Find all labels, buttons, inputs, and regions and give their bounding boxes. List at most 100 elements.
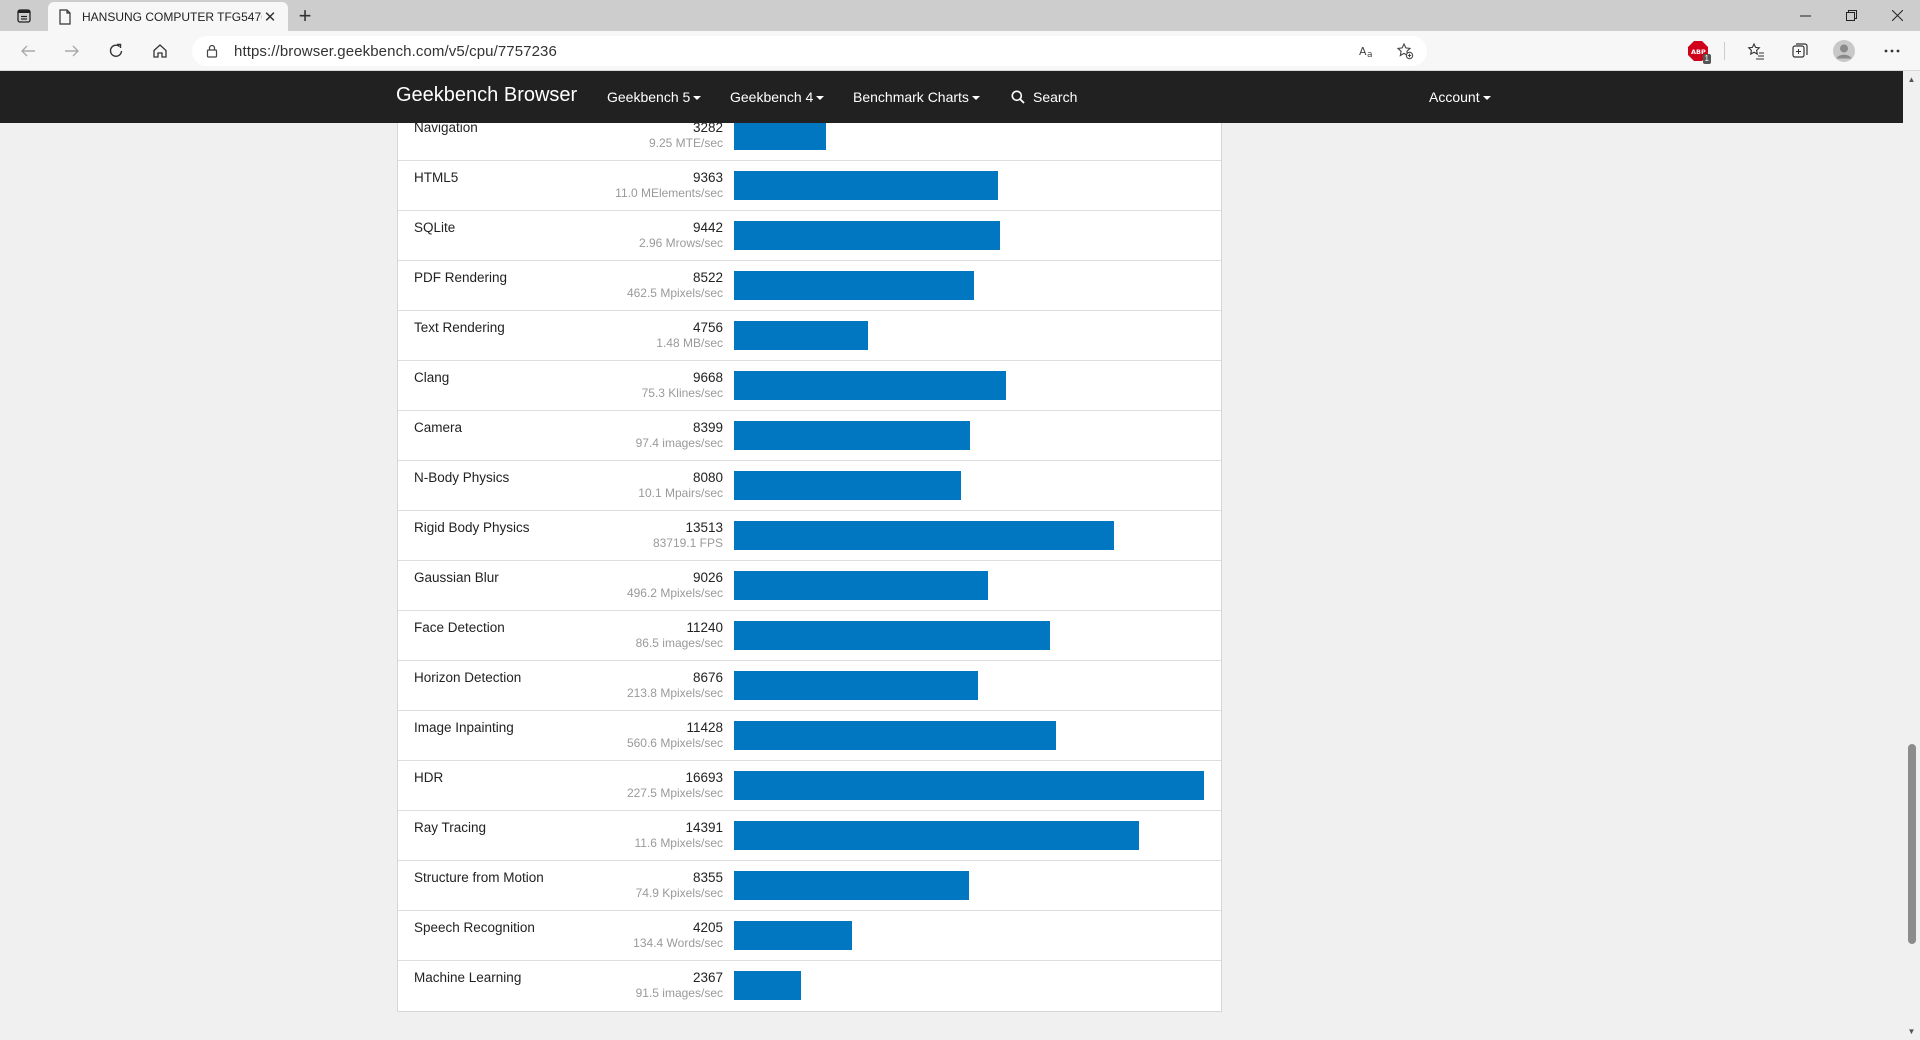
benchmark-rate: 2.96 Mrows/sec xyxy=(638,236,723,250)
benchmark-rate: 11.0 MElements/sec xyxy=(615,186,723,200)
svg-text:a: a xyxy=(1367,50,1373,59)
benchmark-name: Horizon Detection xyxy=(414,670,522,685)
nav-account[interactable]: Account xyxy=(1429,89,1491,105)
table-row: Machine Learning 2367 91.5 images/sec xyxy=(398,961,1221,1011)
nav-label: Account xyxy=(1429,89,1480,105)
adblock-icon[interactable]: ABP 1 xyxy=(1684,37,1712,65)
score-bar xyxy=(734,171,998,200)
collections-icon[interactable] xyxy=(1786,37,1814,65)
benchmark-score: 2367 xyxy=(692,970,723,985)
nav-search[interactable]: Search xyxy=(1011,89,1077,105)
more-icon[interactable] xyxy=(1878,37,1906,65)
profile-avatar[interactable] xyxy=(1830,37,1858,65)
benchmark-score: 8676 xyxy=(692,670,723,685)
home-icon[interactable] xyxy=(146,37,174,65)
favorites-icon[interactable] xyxy=(1742,37,1770,65)
score-bar xyxy=(734,921,852,950)
search-icon xyxy=(1011,90,1025,104)
minimize-icon[interactable] xyxy=(1782,0,1828,31)
benchmark-name: Rigid Body Physics xyxy=(414,520,530,535)
nav-geekbench-4[interactable]: Geekbench 4 xyxy=(730,89,825,105)
browser-tab[interactable]: HANSUNG COMPUTER TFG5476 ✕ xyxy=(48,2,288,31)
benchmark-score: 14391 xyxy=(685,820,723,835)
score-bar xyxy=(734,971,801,1000)
benchmark-name: Text Rendering xyxy=(414,320,505,335)
benchmark-score: 11240 xyxy=(686,620,723,635)
score-bar xyxy=(734,321,868,350)
refresh-icon[interactable] xyxy=(102,37,130,65)
svg-text:A: A xyxy=(1359,45,1367,58)
forward-icon[interactable] xyxy=(58,37,86,65)
svg-text:ABP: ABP xyxy=(1691,48,1706,56)
table-row: SQLite 9442 2.96 Mrows/sec xyxy=(398,211,1221,261)
benchmark-score: 4205 xyxy=(692,920,723,935)
new-tab-icon[interactable]: + xyxy=(298,3,312,28)
table-row: Camera 8399 97.4 images/sec xyxy=(398,411,1221,461)
close-window-icon[interactable] xyxy=(1874,0,1920,31)
benchmark-name: PDF Rendering xyxy=(414,270,508,285)
benchmark-score: 9668 xyxy=(692,370,723,385)
tab-title: HANSUNG COMPUTER TFG5476 xyxy=(82,9,262,24)
benchmark-rate: 10.1 Mpairs/sec xyxy=(638,486,723,500)
table-row: Speech Recognition 4205 134.4 Words/sec xyxy=(398,911,1221,961)
scroll-up-icon[interactable]: ▲ xyxy=(1907,75,1916,84)
site-navbar: Geekbench Browser Geekbench 5 Geekbench … xyxy=(0,71,1903,123)
scroll-down-icon[interactable]: ▼ xyxy=(1907,1027,1916,1036)
table-row: Rigid Body Physics 13513 83719.1 FPS xyxy=(398,511,1221,561)
tab-actions-icon[interactable] xyxy=(12,6,36,26)
score-bar xyxy=(734,471,961,500)
benchmark-score: 3282 xyxy=(692,120,723,135)
lock-icon[interactable] xyxy=(204,43,220,59)
table-row: Image Inpainting 11428 560.6 Mpixels/sec xyxy=(398,711,1221,761)
page-scrollbar[interactable]: ▲ ▼ xyxy=(1903,71,1920,1040)
benchmark-name: Image Inpainting xyxy=(414,720,514,735)
add-favorite-icon[interactable] xyxy=(1393,39,1417,63)
table-row: Face Detection 11240 86.5 images/sec xyxy=(398,611,1221,661)
score-bar xyxy=(734,871,969,900)
score-bar xyxy=(734,371,1006,400)
nav-benchmark-charts[interactable]: Benchmark Charts xyxy=(853,89,980,105)
adblock-badge: 1 xyxy=(1702,54,1711,64)
table-row: N-Body Physics 8080 10.1 Mpairs/sec xyxy=(398,461,1221,511)
benchmark-score: 8399 xyxy=(692,420,723,435)
benchmark-name: Camera xyxy=(414,420,463,435)
benchmark-name: HDR xyxy=(414,770,444,785)
benchmark-name: Navigation xyxy=(414,120,478,135)
benchmark-name: Speech Recognition xyxy=(414,920,535,935)
score-bar xyxy=(734,771,1204,800)
benchmark-name: Gaussian Blur xyxy=(414,570,499,585)
caret-down-icon xyxy=(1482,95,1491,100)
benchmark-score: 8080 xyxy=(692,470,723,485)
nav-search-label: Search xyxy=(1033,89,1078,105)
score-bar xyxy=(734,221,1000,250)
address-bar[interactable]: https://browser.geekbench.com/v5/cpu/775… xyxy=(192,36,1427,66)
benchmark-score: 9363 xyxy=(692,170,723,185)
benchmark-score: 11428 xyxy=(686,720,723,735)
nav-label: Geekbench 4 xyxy=(730,89,814,105)
nav-label: Geekbench 5 xyxy=(607,89,691,105)
scrollbar-thumb[interactable] xyxy=(1908,744,1916,944)
table-row: Clang 9668 75.3 Klines/sec xyxy=(398,361,1221,411)
score-bar xyxy=(734,721,1056,750)
benchmark-score: 8355 xyxy=(692,870,723,885)
nav-geekbench-5[interactable]: Geekbench 5 xyxy=(607,89,702,105)
nav-label: Benchmark Charts xyxy=(853,89,969,105)
table-row: Navigation 3282 9.25 MTE/sec xyxy=(398,111,1221,161)
score-bar xyxy=(734,821,1139,850)
table-row: Structure from Motion 8355 74.9 Kpixels/se… xyxy=(398,861,1221,911)
table-row: Text Rendering 4756 1.48 MB/sec xyxy=(398,311,1221,361)
benchmark-name: HTML5 xyxy=(414,170,459,185)
benchmark-score: 13513 xyxy=(685,520,723,535)
caret-down-icon xyxy=(693,95,702,100)
site-brand[interactable]: Geekbench Browser xyxy=(396,84,578,106)
benchmark-rate: 74.9 Kpixels/sec xyxy=(635,886,723,900)
table-row: Ray Tracing 14391 11.6 Mpixels/sec xyxy=(398,811,1221,861)
benchmark-rate: 9.25 MTE/sec xyxy=(648,136,723,150)
score-bar xyxy=(734,671,978,700)
tab-strip: HANSUNG COMPUTER TFG5476 ✕ + xyxy=(0,0,1920,31)
url-text[interactable]: https://browser.geekbench.com/v5/cpu/775… xyxy=(234,42,557,60)
back-icon[interactable] xyxy=(14,37,42,65)
close-tab-icon[interactable]: ✕ xyxy=(263,8,277,26)
restore-icon[interactable] xyxy=(1828,0,1874,31)
